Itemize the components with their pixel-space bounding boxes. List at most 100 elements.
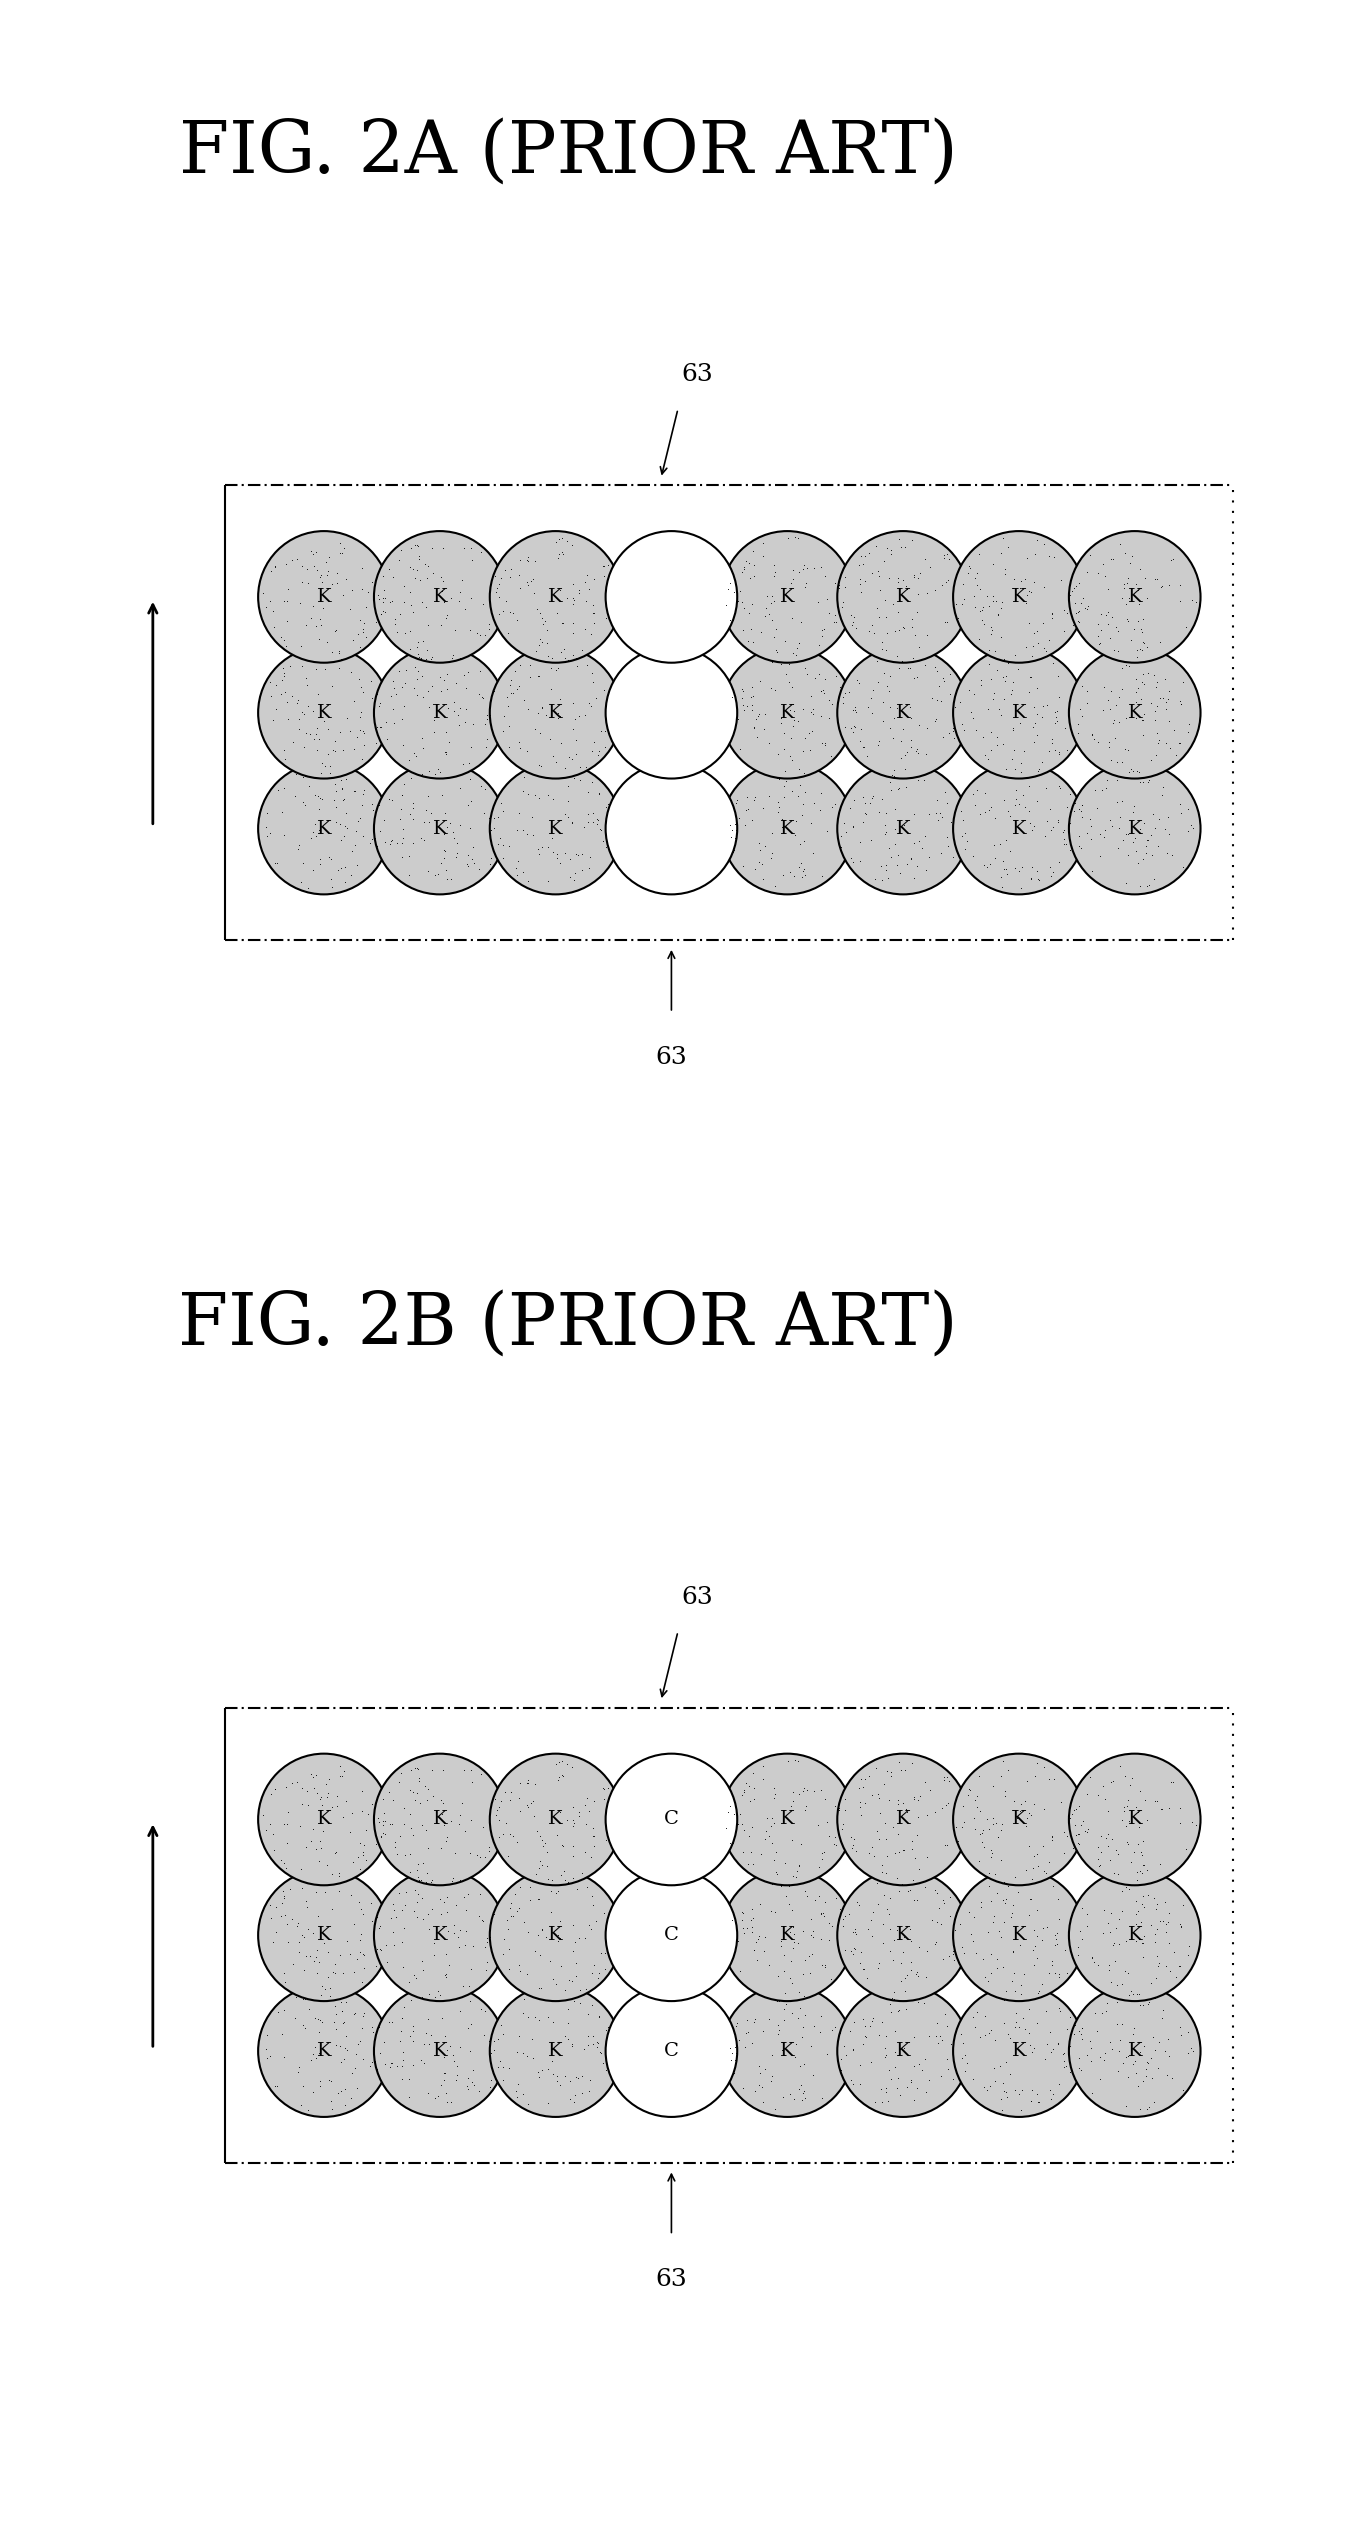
Point	[1169, 723, 1191, 764]
Point	[344, 772, 365, 812]
Point	[744, 2071, 766, 2111]
Point	[302, 1757, 323, 1798]
Point	[862, 1999, 884, 2040]
Point	[348, 2022, 369, 2063]
Point	[556, 520, 578, 560]
Point	[990, 695, 1012, 736]
Point	[543, 1959, 564, 1999]
Point	[298, 685, 319, 726]
Point	[445, 835, 467, 876]
Point	[418, 688, 440, 728]
Point	[1068, 703, 1089, 744]
Point	[437, 1910, 459, 1951]
Point	[1081, 851, 1103, 891]
Point	[1047, 2025, 1069, 2066]
Point	[417, 2073, 438, 2114]
Point	[330, 2071, 352, 2111]
Circle shape	[373, 762, 506, 894]
Point	[578, 683, 599, 723]
Point	[526, 1880, 548, 1920]
Point	[583, 1885, 605, 1926]
Point	[832, 1803, 854, 1844]
Point	[829, 815, 851, 856]
Point	[308, 777, 330, 818]
Point	[982, 576, 1004, 616]
Point	[1053, 810, 1074, 851]
Text: K: K	[1012, 820, 1026, 838]
Point	[1040, 593, 1062, 634]
Point	[440, 1801, 461, 1841]
Point	[506, 1890, 528, 1931]
Point	[540, 1892, 561, 1933]
Point	[314, 649, 336, 690]
Point	[985, 1803, 1007, 1844]
Point	[848, 662, 870, 703]
Point	[938, 825, 959, 866]
Circle shape	[953, 1755, 1085, 1885]
Point	[982, 678, 1004, 718]
Point	[783, 856, 805, 897]
Point	[308, 2066, 330, 2106]
Point	[398, 2076, 419, 2117]
Point	[352, 609, 373, 649]
Point	[306, 728, 327, 769]
Point	[329, 1869, 350, 1910]
Point	[253, 573, 275, 614]
Point	[800, 802, 821, 843]
Point	[478, 1826, 499, 1867]
Point	[796, 1785, 817, 1826]
Point	[1095, 1819, 1116, 1859]
Point	[281, 721, 303, 762]
Point	[292, 756, 314, 797]
Point	[938, 537, 959, 578]
Point	[433, 1803, 455, 1844]
Point	[1112, 1869, 1134, 1910]
Point	[792, 1954, 813, 1994]
Point	[318, 1760, 340, 1801]
Point	[1084, 1992, 1105, 2033]
Point	[1069, 787, 1091, 828]
Text: K: K	[548, 703, 563, 721]
Point	[1028, 2081, 1050, 2122]
Text: K: K	[317, 2043, 331, 2061]
Point	[1022, 848, 1043, 889]
Point	[994, 1882, 1016, 1923]
Point	[812, 2078, 833, 2119]
Point	[912, 828, 934, 869]
Point	[782, 1780, 804, 1821]
Point	[908, 1780, 930, 1821]
Point	[877, 2081, 898, 2122]
Point	[863, 670, 885, 711]
Point	[537, 1859, 559, 1900]
Point	[1128, 1918, 1150, 1959]
Point	[793, 848, 815, 889]
Point	[415, 558, 437, 599]
Point	[265, 688, 287, 728]
Point	[1091, 609, 1112, 649]
Point	[331, 576, 353, 616]
Point	[1005, 779, 1027, 820]
Point	[1161, 2058, 1183, 2099]
Circle shape	[490, 1869, 621, 2002]
Point	[402, 782, 423, 823]
Point	[433, 2038, 455, 2078]
Point	[515, 1763, 537, 1803]
Point	[886, 634, 908, 675]
Point	[833, 555, 855, 596]
Point	[423, 1933, 445, 1974]
Point	[936, 1783, 958, 1824]
Point	[789, 621, 810, 662]
Point	[365, 2048, 387, 2089]
Point	[407, 1898, 429, 1938]
Point	[483, 670, 505, 711]
Point	[457, 2068, 479, 2109]
Point	[1146, 667, 1168, 708]
Point	[850, 1757, 871, 1798]
Point	[336, 792, 357, 833]
Point	[1108, 522, 1130, 563]
Point	[787, 1773, 809, 1813]
Point	[1020, 2081, 1042, 2122]
Point	[448, 1803, 469, 1844]
Point	[373, 591, 395, 632]
Point	[350, 667, 372, 708]
